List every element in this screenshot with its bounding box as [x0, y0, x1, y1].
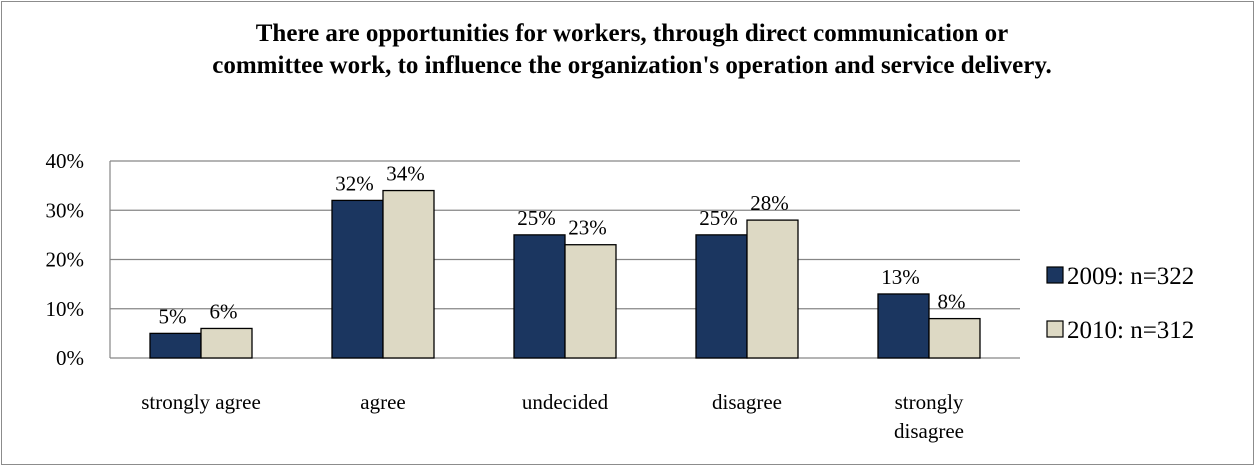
- legend-swatch: [1046, 320, 1064, 338]
- x-tick-label: disagree: [712, 390, 782, 414]
- bar: [200, 327, 253, 359]
- x-tick-label: strongly: [895, 390, 964, 414]
- data-label: 13%: [881, 265, 920, 289]
- bar: [331, 199, 384, 359]
- chart-title: There are opportunities for workers, thr…: [212, 20, 1052, 79]
- data-label: 25%: [517, 206, 556, 230]
- data-label: 23%: [568, 216, 607, 240]
- legend-swatch: [1046, 266, 1064, 284]
- x-tick-label: disagree: [894, 419, 964, 443]
- x-tick-label: strongly agree: [141, 390, 261, 414]
- data-label: 8%: [938, 290, 966, 314]
- x-tick-label: agree: [360, 390, 405, 414]
- x-tick-label: undecided: [522, 390, 609, 414]
- bar: [877, 293, 930, 359]
- bar: [382, 189, 435, 359]
- data-label: 28%: [750, 191, 789, 215]
- y-tick-label: 10%: [46, 297, 85, 321]
- y-tick-label: 20%: [46, 248, 85, 272]
- legend-label: 2010: n=312: [1067, 317, 1194, 344]
- bar: [928, 317, 981, 359]
- bar: [149, 332, 202, 359]
- bar: [513, 234, 566, 359]
- data-label: 32%: [335, 171, 374, 195]
- y-tick-label: 30%: [46, 198, 85, 222]
- bar: [564, 244, 617, 359]
- bar: [695, 234, 748, 359]
- y-tick-label: 0%: [56, 346, 84, 370]
- data-label: 34%: [386, 162, 425, 186]
- data-label: 6%: [210, 299, 238, 323]
- data-label: 25%: [699, 206, 738, 230]
- bar: [746, 219, 799, 359]
- y-tick-label: 40%: [46, 149, 85, 173]
- legend-label: 2009: n=322: [1067, 263, 1194, 290]
- data-label: 5%: [159, 304, 187, 328]
